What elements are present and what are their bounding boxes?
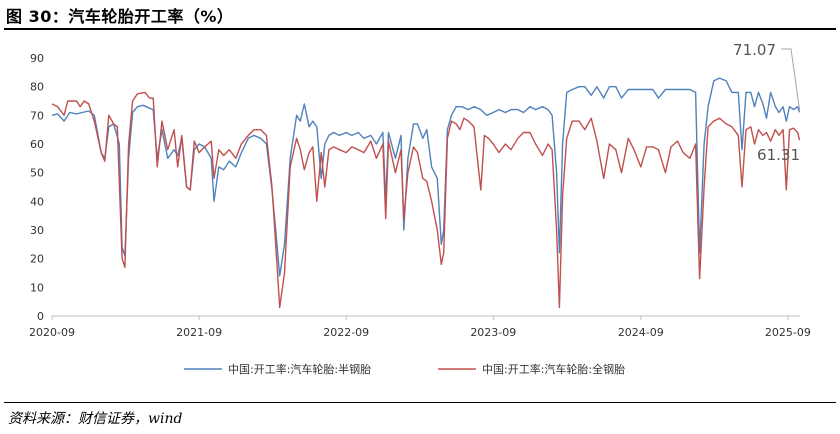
- bottom-rule: [4, 402, 836, 403]
- y-tick-label: 70: [30, 109, 44, 122]
- y-tick-label: 20: [30, 253, 44, 266]
- chart-annotations: 71.07 61.31: [733, 41, 801, 164]
- x-tick-label: 2024-09: [618, 326, 664, 339]
- chart-axes: 0 10 20 30 40 50 60 70 80 90 2020-09 2021-09 2022-09…: [29, 52, 811, 339]
- y-tick-label: 60: [30, 138, 44, 151]
- y-tick-label: 50: [30, 167, 44, 180]
- legend-label-semi-steel: 中国:开工率:汽车轮胎:半钢胎: [228, 362, 371, 376]
- y-tick-label: 80: [30, 81, 44, 94]
- chart-lines: [51, 77, 801, 309]
- series-line-all-steel: [51, 91, 801, 309]
- annotation-semi-steel-last: 71.07: [733, 41, 776, 59]
- x-tick-label: 2025-09: [765, 326, 811, 339]
- y-tick-label: 0: [37, 310, 44, 323]
- y-tick-label: 90: [30, 52, 44, 65]
- y-tick-label: 10: [30, 281, 44, 294]
- source-note: 资料来源：财信证券，wind: [8, 411, 183, 427]
- y-tick-label: 30: [30, 224, 44, 237]
- page-title: 图 30：汽车轮胎开工率（%）: [6, 7, 234, 26]
- annotation-all-steel-last: 61.31: [757, 146, 800, 164]
- top-rule: [4, 28, 836, 30]
- chart-legend: 中国:开工率:汽车轮胎:半钢胎 中国:开工率:汽车轮胎:全钢胎: [184, 362, 625, 376]
- x-tick-label: 2022-09: [323, 326, 369, 339]
- x-tick-label: 2023-09: [470, 326, 516, 339]
- y-tick-label: 40: [30, 195, 44, 208]
- legend-label-all-steel: 中国:开工率:汽车轮胎:全钢胎: [482, 362, 625, 376]
- annotation-leader-line: [781, 48, 801, 111]
- x-tick-label: 2020-09: [29, 326, 75, 339]
- x-tick-label: 2021-09: [176, 326, 222, 339]
- series-line-semi-steel: [51, 77, 801, 277]
